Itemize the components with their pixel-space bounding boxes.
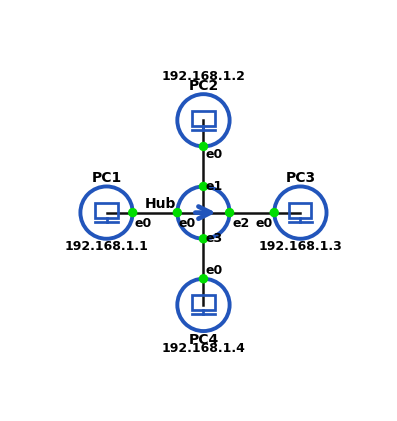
Circle shape [225,208,233,217]
Text: e0: e0 [206,264,223,277]
Circle shape [199,235,208,243]
Text: Hub: Hub [145,197,176,211]
Text: e3: e3 [206,232,223,245]
Text: e0: e0 [206,148,223,161]
Text: e2: e2 [232,217,249,230]
Text: PC1: PC1 [91,171,121,185]
Circle shape [173,208,181,217]
Bar [289,203,312,218]
Bar [193,295,214,310]
Text: PC2: PC2 [188,79,219,93]
Circle shape [199,182,208,190]
Circle shape [199,275,208,283]
Text: 192.168.1.4: 192.168.1.4 [162,342,245,355]
Text: 192.168.1.1: 192.168.1.1 [65,240,148,253]
Circle shape [270,208,278,217]
Bar [95,203,118,218]
Text: PC4: PC4 [188,333,219,346]
Bar [193,111,214,126]
Text: 192.168.1.3: 192.168.1.3 [258,240,342,253]
Text: e0: e0 [179,217,196,230]
Text: e0: e0 [255,217,273,230]
Text: e0: e0 [134,217,152,230]
Text: e1: e1 [206,180,223,193]
Circle shape [129,208,137,217]
Circle shape [199,142,208,150]
Text: PC3: PC3 [285,171,316,185]
Text: 192.168.1.2: 192.168.1.2 [162,70,245,83]
